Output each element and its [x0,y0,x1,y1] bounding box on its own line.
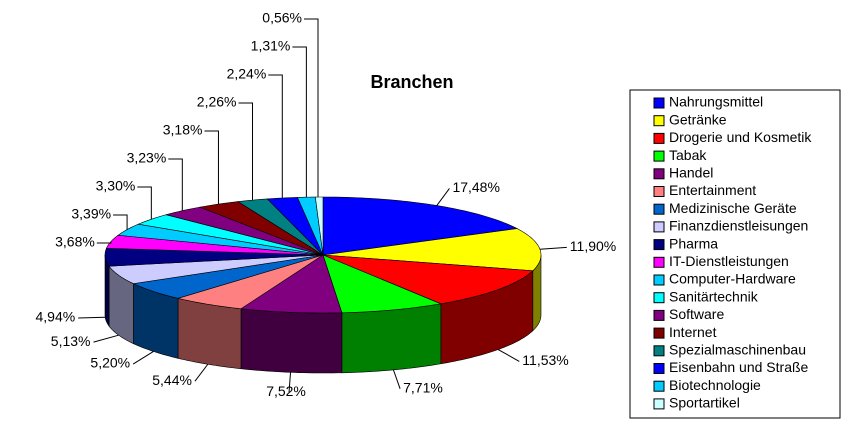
legend-label: Sportartikel [669,395,740,411]
slice [314,196,324,256]
legend-swatch [653,398,665,410]
slice [237,198,324,256]
data-label: 11,53% [522,352,568,368]
legend-swatch [653,239,665,251]
legend-label: IT-Dienstleistungen [669,253,789,269]
legend-label: Eisenbahn und Straße [669,359,809,375]
data-label: 3,68% [55,234,95,250]
leader-line [497,349,520,362]
data-label: 2,26% [197,94,237,110]
leader-line [436,188,450,206]
legend-swatch [653,132,665,144]
data-label: 3,23% [127,150,167,166]
data-label: 17,48% [452,179,499,195]
slice [240,254,343,314]
data-label: 3,30% [96,178,136,194]
legend-swatch [653,363,665,374]
data-label: 0,56% [262,10,302,26]
leader-line [132,351,154,365]
legend-swatch [653,274,665,286]
legend-label: Pharma [669,235,718,251]
leader-line [78,316,106,319]
leader-line [113,214,128,230]
data-label: 5,44% [152,372,192,388]
data-label: 5,13% [51,333,91,349]
legend-label: Nahrungsmittel [669,94,763,110]
data-label: 11,90% [570,238,616,254]
legend-label: Internet [669,324,717,340]
chart-title: Branchen [370,72,453,92]
data-label: 4,94% [35,309,75,325]
leader-line [539,246,567,250]
leader-line [288,372,292,393]
leader-line [96,241,112,244]
leader-line [304,18,319,198]
data-label: 1,31% [251,38,291,54]
slice-side [240,308,343,374]
leader-line [204,130,219,205]
legend-swatch [653,221,665,233]
legend-swatch [653,345,665,357]
legend-swatch [653,186,665,197]
leader-line [268,74,283,199]
data-label: 7,52% [266,383,306,399]
data-label: 2,24% [227,66,267,82]
leader-line [194,363,209,382]
leader-line [168,158,183,211]
leader-line [137,186,152,220]
legend-label: Handel [669,165,713,181]
legend-box [629,89,841,419]
legend-label: Entertainment [669,182,756,198]
legend-label: Biotechnologie [669,377,761,393]
legend-label: Tabak [669,147,707,163]
legend-label: Sanitärtechnik [669,288,759,304]
legend-swatch [653,150,665,162]
legend-swatch [653,256,665,268]
data-label: 3,18% [163,122,203,138]
slice [132,254,324,299]
legend-swatch [653,97,665,109]
slice [322,228,542,272]
leader-line [392,369,401,389]
slice [322,196,519,256]
slice [176,254,324,310]
legend-swatch [653,380,665,392]
slice [322,254,534,305]
legend-swatch [653,168,665,180]
legend-label: Spezialmaschinenbau [669,342,806,358]
data-label: 7,71% [403,380,443,396]
legend-label: Computer-Hardware [669,271,796,287]
slice [296,196,324,256]
legend-label: Finanzdienstleisungen [669,218,808,234]
slice [108,254,324,284]
legend-swatch [653,327,665,339]
legend-label: Drogerie und Kosmetik [669,129,812,145]
legend-swatch [653,309,665,321]
legend-label: Getränke [669,111,727,127]
legend-swatch [653,203,665,215]
data-label: 3,39% [71,206,111,222]
leader-line [93,334,119,343]
slice [322,254,442,314]
slice [104,247,324,267]
legend-label: Medizinische Geräte [669,200,797,216]
leader-line [292,46,307,198]
legend-label: Software [669,306,724,322]
slice-side [341,303,442,374]
legend-swatch [653,292,665,304]
leader-line [238,102,254,201]
data-label: 5,20% [90,355,130,371]
legend-swatch [653,115,665,127]
slice-side [177,297,242,370]
